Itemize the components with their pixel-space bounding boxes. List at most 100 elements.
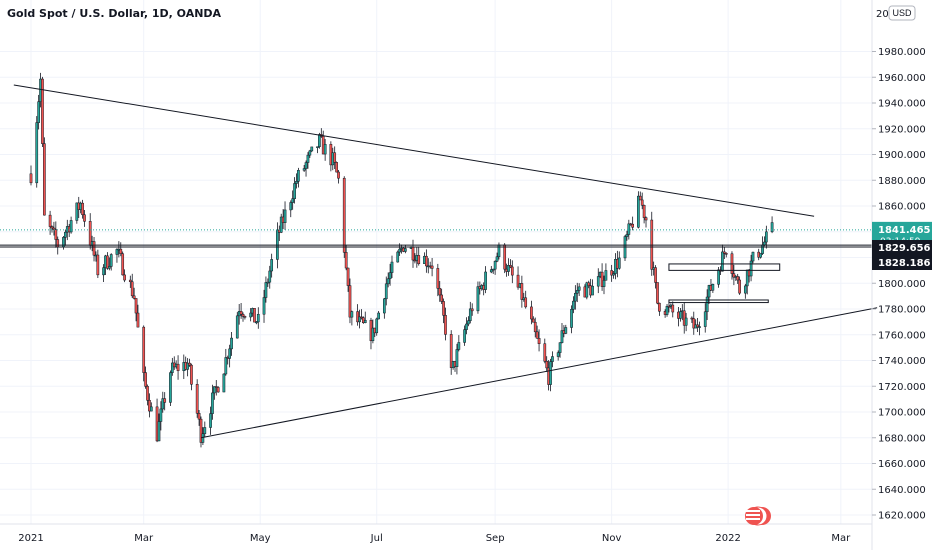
candle-body [667,305,671,308]
candle-body [564,327,568,334]
candle-body [201,433,205,443]
trendline [200,307,878,439]
candle-body [195,384,199,414]
x-tick-label: Jul [370,533,383,544]
x-tick-label: Nov [602,533,622,544]
candle-body [388,272,392,280]
flag-icon [745,506,771,526]
candle-body [637,195,640,228]
candle-body [533,321,537,333]
x-tick-label: Mar [134,533,154,544]
candle-body [318,134,321,147]
candle-body [438,288,442,296]
candle-body [617,257,621,269]
candle-body [610,270,613,276]
candle-body [136,312,140,328]
candle-body [169,372,172,403]
chart-title: Gold Spot / U.S. Dollar, 1D, OANDA [7,7,222,20]
candle-body [549,361,552,385]
candle-body [255,321,258,324]
candle-body [476,286,480,312]
candle-body [507,265,510,272]
candle-body [444,315,447,335]
candle-body [577,286,581,291]
candle-body [310,146,314,152]
candle-body [159,408,163,422]
price-label-text: 1828.186 [878,258,931,269]
candle-body [759,253,762,258]
candle-body [121,253,125,276]
candle-body [570,309,573,328]
y-tick-label: 1780.000 [878,305,926,316]
x-tick-label: Mar [831,533,851,544]
candle-body [440,294,443,302]
candle-body [291,198,295,203]
candle-body [214,386,218,388]
y-tick-label: 1920.000 [878,124,926,135]
candle-body [384,283,388,300]
trendline [13,84,815,217]
candle-body [574,292,577,302]
candle-body [493,260,497,270]
candle-body [495,256,499,262]
candle-body [316,146,319,148]
y-tick-label: 1760.000 [878,330,926,341]
candle-body [346,267,350,286]
candle-body [188,362,191,366]
candle-body [679,311,682,319]
candle-body [128,279,132,283]
candle-body [491,268,495,271]
price-label-bg [872,255,932,270]
candle-body [449,334,453,368]
candle-body [209,413,212,428]
candle-body [524,297,528,308]
candle-body [509,265,512,268]
candle-body [390,261,394,273]
candle-body [360,316,363,319]
y-tick-label: 1720.000 [878,382,926,393]
price-label-bg [872,240,932,255]
candle-body [81,202,84,216]
candle-body [732,273,736,278]
candle-body [350,311,354,318]
time-axis[interactable]: 2021 Mar May Jul Sep Nov 2022 Mar [18,533,851,544]
candle-body [253,308,256,323]
currency-badge[interactable]: USD [888,5,916,21]
candle-body [751,251,755,262]
x-tick-label: 2021 [18,533,43,544]
candle-body [642,204,646,218]
candle-body [109,254,113,267]
candle-body [484,271,487,290]
candle-body [587,282,591,286]
candle-body [463,329,466,343]
y-tick-label: 1680.000 [878,433,926,444]
candle-body [163,398,167,403]
candle-body [510,266,514,276]
candle-body [92,241,96,256]
candle-body [256,313,260,323]
candle-body [228,348,231,359]
candle-body [102,267,105,276]
candle-body [535,331,539,339]
candle-body [631,223,634,228]
candle-body [516,274,520,288]
candle-body [279,216,283,233]
candle-body [738,279,741,294]
candle-body [213,386,216,394]
candle-body [551,356,554,362]
candle-body [386,278,390,285]
candle-body [35,122,39,184]
currency-badge-label: USD [892,8,912,18]
candle-body [417,255,421,264]
candle-body [543,343,547,362]
candle-body [123,274,126,281]
candle-body [705,296,709,313]
y-tick-label: 1640.000 [878,485,926,496]
candle-body [142,326,146,373]
candle-body [344,252,348,269]
candle-body [186,362,189,370]
candle-body [558,342,562,353]
candle-body [404,248,407,252]
candle-body [106,255,109,269]
